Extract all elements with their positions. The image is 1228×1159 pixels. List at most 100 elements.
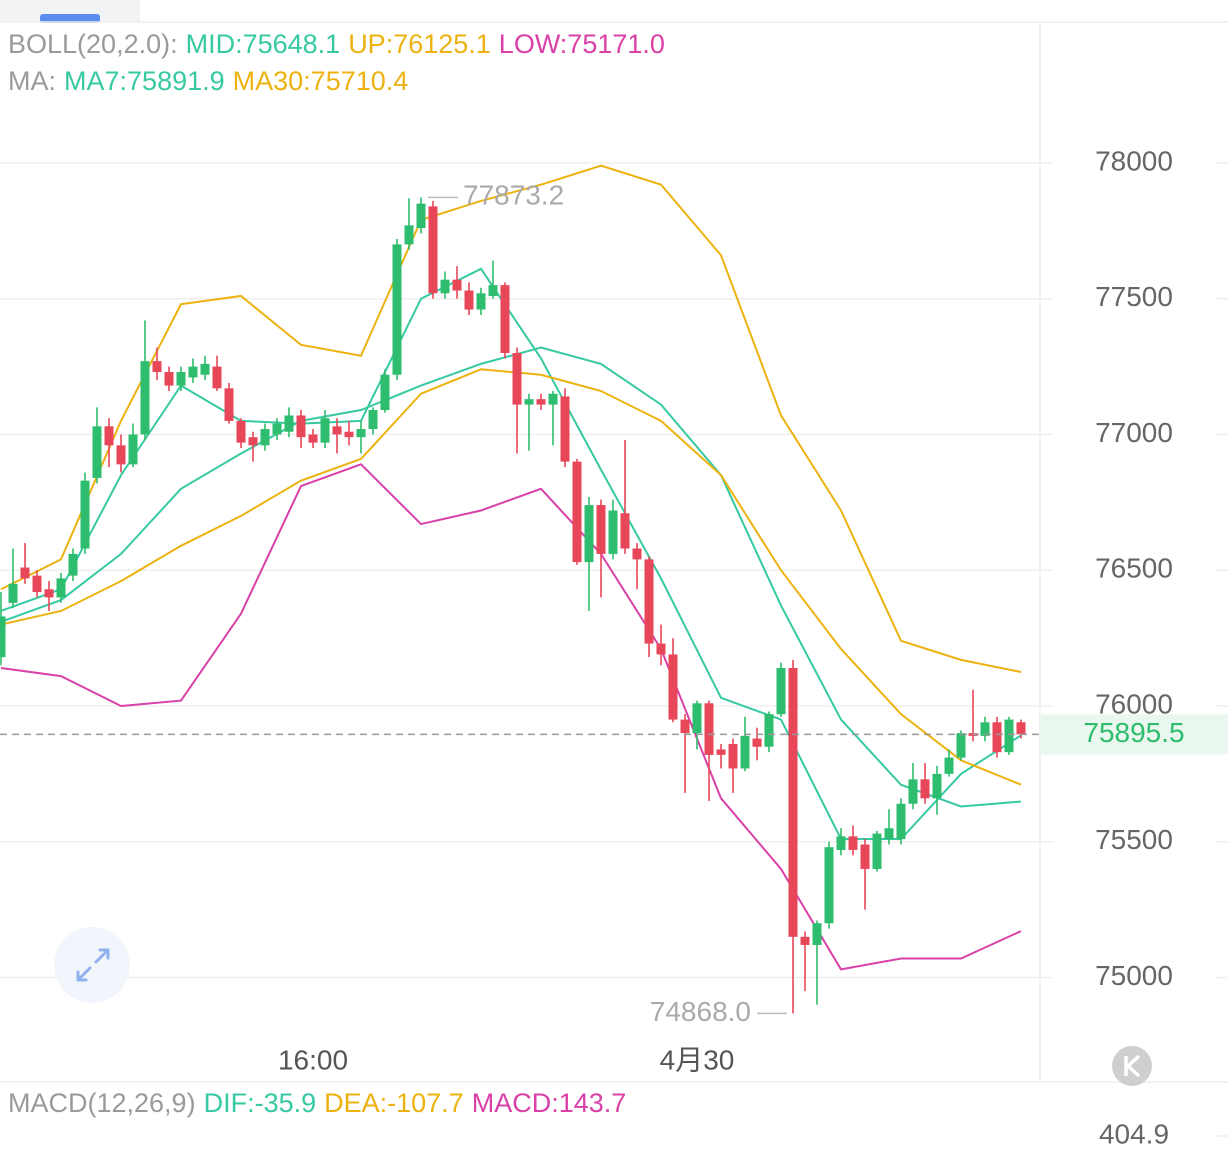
- candle-body: [200, 363, 210, 375]
- max-label: 77873.2: [463, 180, 564, 211]
- x-tick-label: 16:00: [278, 1044, 348, 1075]
- candle-body: [584, 505, 594, 563]
- candle-body: [212, 366, 222, 389]
- boll-header: BOLL(20,2.0): MID:75648.1 UP:76125.1 LOW:75…: [8, 27, 665, 61]
- indicator-line: [0, 368, 1022, 786]
- candle-body: [416, 203, 426, 229]
- y-tick-label: 76500: [1095, 553, 1173, 584]
- candle-body: [596, 505, 606, 554]
- y-tick-label: 75500: [1095, 824, 1173, 855]
- candle-body: [512, 353, 522, 405]
- candle-body: [872, 833, 882, 869]
- candle-body: [92, 426, 102, 478]
- last-price-label: 75895.5: [1083, 717, 1184, 748]
- k-button[interactable]: [1112, 1046, 1152, 1086]
- candle-body: [152, 361, 162, 373]
- candle-body: [380, 374, 390, 411]
- candle-body: [788, 667, 798, 937]
- candle-body: [848, 836, 858, 850]
- candle-body: [908, 779, 918, 804]
- candle-body: [260, 429, 270, 446]
- y-tick-label: 77000: [1095, 417, 1173, 448]
- candle-body: [776, 667, 786, 715]
- candle-body: [248, 437, 258, 446]
- candle-body: [428, 206, 438, 294]
- indicator-line: [0, 164, 1022, 674]
- candle-body: [884, 828, 894, 840]
- candle-body: [320, 418, 330, 443]
- y-tick-label: 75000: [1095, 960, 1173, 991]
- candle-body: [1016, 722, 1026, 735]
- active-tab[interactable]: [40, 14, 100, 23]
- candle-body: [824, 847, 834, 924]
- candle-body: [560, 396, 570, 462]
- indicator-line: [0, 346, 1022, 808]
- candle-body: [608, 510, 618, 554]
- candle-body: [164, 372, 174, 386]
- candle-body: [764, 714, 774, 747]
- candle-body: [500, 285, 510, 354]
- candle-body: [692, 703, 702, 734]
- macd-header: MACD(12,26,9) DIF:-35.9 DEA:-107.7 MACD:143…: [8, 1086, 626, 1120]
- candle-body: [356, 429, 366, 438]
- candle-body: [224, 388, 234, 421]
- candle-body: [572, 461, 582, 563]
- indicator-title: MA:: [8, 66, 57, 96]
- candle-body: [0, 616, 6, 658]
- y-tick-label: 78000: [1095, 145, 1173, 176]
- candle-body: [524, 399, 534, 405]
- candle-body: [800, 936, 810, 945]
- candle-body: [704, 703, 714, 755]
- candle-body: [944, 757, 954, 774]
- candle-body: [980, 722, 990, 736]
- candle-body: [740, 735, 750, 769]
- candle-body: [80, 480, 90, 549]
- candle-body: [32, 575, 42, 592]
- candle-body: [896, 803, 906, 840]
- candle-body: [992, 722, 1002, 753]
- candle-body: [68, 553, 78, 576]
- indicator-readout: MACD:143.7: [471, 1088, 627, 1118]
- ma-header: MA: MA7:75891.9 MA30:75710.4: [8, 64, 408, 98]
- candle-body: [860, 844, 870, 869]
- candle-body: [452, 279, 462, 291]
- expand-button[interactable]: [54, 927, 130, 1003]
- candle-body: [8, 583, 18, 603]
- indicator-title: MACD(12,26,9): [8, 1088, 196, 1118]
- candle-body: [920, 779, 930, 799]
- candle-body: [296, 415, 306, 438]
- candle-body: [176, 372, 186, 386]
- candle-body: [680, 719, 690, 734]
- indicator-readout: UP:76125.1: [348, 29, 491, 59]
- candle-body: [236, 420, 246, 443]
- candle-body: [956, 733, 966, 758]
- candle-body: [536, 399, 546, 405]
- plot-area: 75000 75500 76000 76500 77000 77500 78000 16:00…: [0, 145, 1228, 1149]
- candle-body: [440, 279, 450, 294]
- candle-body: [476, 293, 486, 310]
- indicator-readout: MA30:75710.4: [232, 66, 409, 96]
- candle-body: [1004, 719, 1014, 753]
- indicator-line: [0, 463, 1022, 971]
- candle-body: [56, 578, 66, 598]
- x-tick-label: 4月30: [660, 1044, 735, 1075]
- candle-body: [632, 548, 642, 560]
- candle-body: [104, 426, 114, 446]
- candle-body: [392, 244, 402, 375]
- indicator-readout: MID:75648.1: [185, 29, 341, 59]
- candle-body: [656, 643, 666, 655]
- candle-body: [188, 366, 198, 378]
- candle-body: [464, 290, 474, 310]
- candle-body: [284, 415, 294, 432]
- indicator-line: [0, 267, 1022, 841]
- candle-body: [716, 749, 726, 755]
- candle-body: [20, 567, 30, 579]
- candle-body: [368, 410, 378, 430]
- last-price-badge: [1040, 714, 1228, 755]
- candle-body: [404, 225, 414, 245]
- candle-body: [344, 431, 354, 438]
- candle-body: [140, 361, 150, 435]
- macd-tick-label: 404.9: [1099, 1118, 1169, 1149]
- candle-body: [548, 393, 558, 405]
